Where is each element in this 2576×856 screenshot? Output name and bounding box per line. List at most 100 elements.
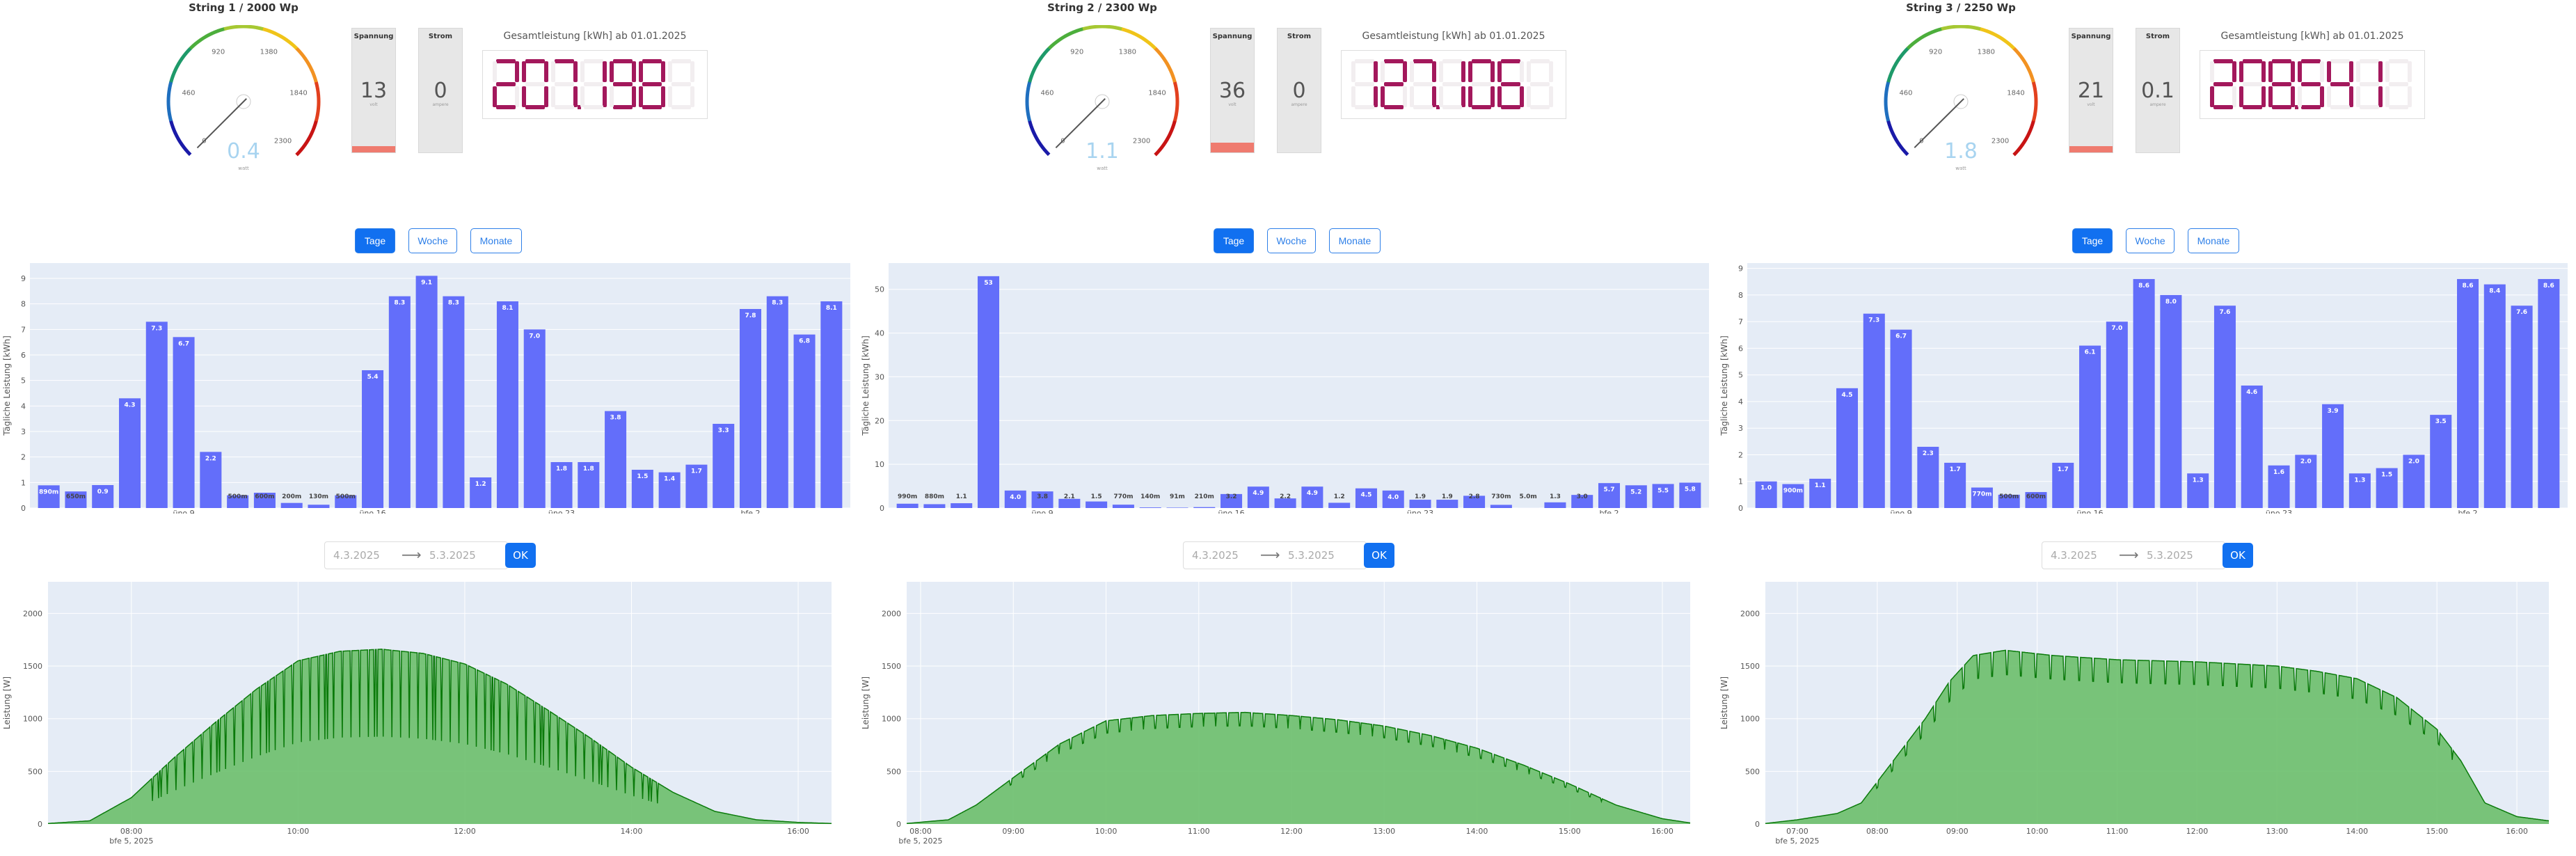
bar[interactable]: [145, 322, 168, 508]
bar[interactable]: [578, 462, 600, 508]
months-button[interactable]: Monate: [1329, 228, 1381, 253]
bar[interactable]: [2241, 386, 2263, 508]
days-button[interactable]: Tage: [355, 228, 395, 253]
bar[interactable]: [1221, 493, 1243, 508]
bar[interactable]: [65, 491, 87, 508]
bar[interactable]: [200, 452, 222, 508]
ok-button[interactable]: OK: [1364, 543, 1394, 568]
date-to-input[interactable]: 5.3.2025: [2147, 549, 2193, 562]
bar[interactable]: [2187, 473, 2209, 508]
bar[interactable]: [523, 329, 546, 508]
bar[interactable]: [1571, 495, 1593, 508]
bar[interactable]: [1382, 490, 1404, 508]
bar[interactable]: [1679, 482, 1701, 508]
bar[interactable]: [2456, 278, 2479, 508]
bar[interactable]: [2511, 306, 2533, 508]
date-to-input[interactable]: 5.3.2025: [429, 549, 476, 562]
bar[interactable]: [1463, 496, 1486, 508]
bar[interactable]: [977, 276, 1000, 508]
bar[interactable]: [1193, 507, 1216, 508]
bar[interactable]: [1490, 505, 1512, 508]
bar[interactable]: [1086, 501, 1108, 508]
bar[interactable]: [280, 502, 303, 508]
bar[interactable]: [1328, 502, 1351, 508]
ok-button[interactable]: OK: [2223, 543, 2253, 568]
bar[interactable]: [2322, 404, 2344, 508]
bar[interactable]: [766, 296, 788, 508]
bar[interactable]: [1031, 491, 1054, 508]
bar[interactable]: [1166, 507, 1188, 508]
bar[interactable]: [1355, 488, 1377, 508]
bar[interactable]: [1863, 313, 1885, 508]
bar[interactable]: [2538, 278, 2560, 508]
ok-button[interactable]: OK: [505, 543, 536, 568]
bar[interactable]: [470, 477, 492, 508]
bar[interactable]: [1890, 329, 1912, 508]
bar[interactable]: [173, 337, 195, 508]
bar[interactable]: [496, 301, 518, 508]
bar[interactable]: [1782, 484, 1804, 508]
bar[interactable]: [2079, 345, 2101, 508]
bar[interactable]: [1598, 483, 1621, 508]
bar[interactable]: [1247, 486, 1269, 508]
bar[interactable]: [1544, 502, 1566, 508]
bar[interactable]: [2160, 294, 2182, 508]
bar[interactable]: [2133, 278, 2155, 508]
bar[interactable]: [2025, 492, 2047, 508]
bar[interactable]: [2213, 306, 2236, 508]
bar[interactable]: [2348, 473, 2371, 508]
bar[interactable]: [820, 301, 843, 508]
bar[interactable]: [443, 296, 465, 508]
bar[interactable]: [1058, 498, 1081, 508]
bar[interactable]: [253, 493, 276, 508]
bar[interactable]: [685, 464, 708, 508]
bar[interactable]: [2403, 454, 2425, 508]
bar[interactable]: [92, 485, 114, 508]
bar[interactable]: [1971, 487, 1993, 508]
bar[interactable]: [362, 370, 384, 508]
bar[interactable]: [388, 296, 411, 508]
bar[interactable]: [335, 495, 357, 508]
week-button[interactable]: Woche: [1267, 228, 1316, 253]
date-from-input[interactable]: 4.3.2025: [2051, 549, 2097, 562]
bar[interactable]: [2483, 284, 2506, 508]
months-button[interactable]: Monate: [2188, 228, 2239, 253]
date-range-picker[interactable]: 4.3.2025 ⟶ 5.3.2025: [324, 541, 508, 569]
bar[interactable]: [1998, 494, 2020, 508]
bar[interactable]: [896, 503, 919, 508]
bar[interactable]: [227, 495, 249, 508]
bar[interactable]: [1625, 485, 1647, 508]
bar[interactable]: [1836, 388, 1859, 508]
bar[interactable]: [631, 470, 653, 508]
bar[interactable]: [713, 424, 735, 508]
week-button[interactable]: Woche: [2126, 228, 2175, 253]
bar[interactable]: [308, 505, 330, 508]
days-button[interactable]: Tage: [2072, 228, 2113, 253]
bar[interactable]: [118, 398, 141, 508]
bar[interactable]: [1755, 481, 1777, 508]
bar[interactable]: [550, 462, 573, 508]
bar[interactable]: [415, 276, 438, 508]
bar[interactable]: [2295, 454, 2317, 508]
bar[interactable]: [1409, 500, 1431, 508]
bar[interactable]: [923, 504, 946, 508]
bar[interactable]: [793, 334, 816, 508]
date-from-input[interactable]: 4.3.2025: [1192, 549, 1239, 562]
bar[interactable]: [38, 485, 60, 508]
bar[interactable]: [658, 472, 681, 508]
bar[interactable]: [739, 309, 762, 508]
bar[interactable]: [1274, 498, 1296, 508]
date-from-input[interactable]: 4.3.2025: [333, 549, 380, 562]
days-button[interactable]: Tage: [1214, 228, 1254, 253]
bar[interactable]: [2052, 462, 2074, 508]
date-range-picker[interactable]: 4.3.2025 ⟶ 5.3.2025: [1183, 541, 1367, 569]
bar[interactable]: [1436, 500, 1458, 508]
bar[interactable]: [605, 411, 627, 508]
bar[interactable]: [1652, 484, 1674, 508]
bar[interactable]: [2430, 415, 2452, 508]
bar[interactable]: [951, 503, 973, 508]
bar[interactable]: [1809, 478, 1831, 508]
bar[interactable]: [1112, 505, 1134, 508]
bar[interactable]: [1301, 486, 1323, 508]
bar[interactable]: [1944, 462, 1966, 508]
